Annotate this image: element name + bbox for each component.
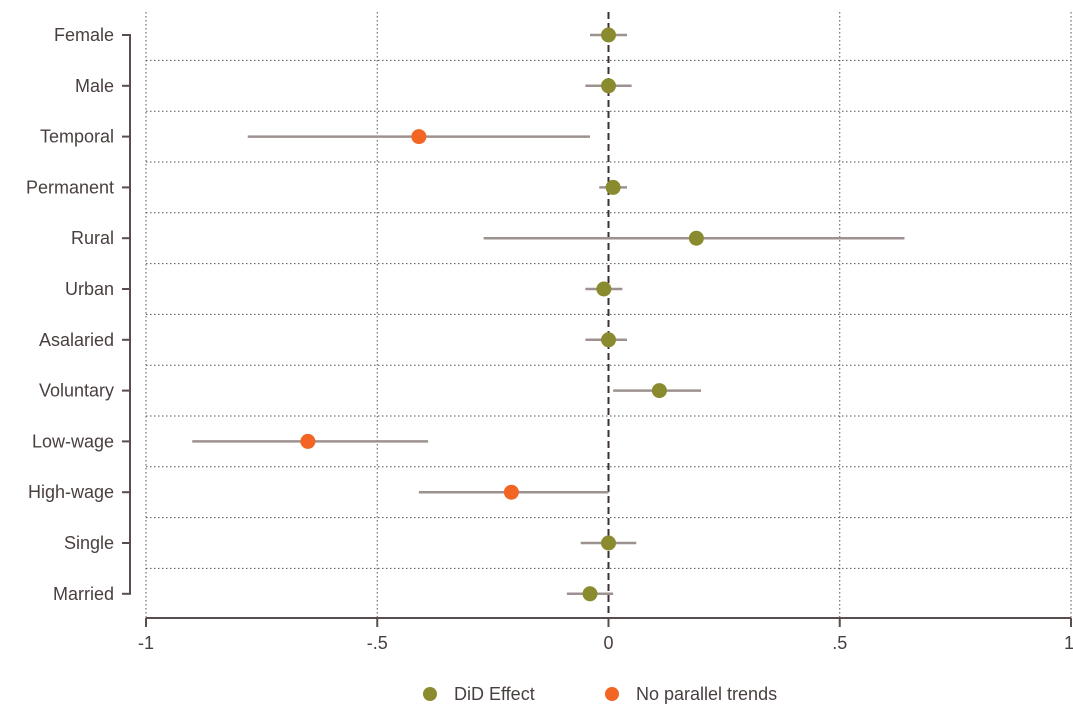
category-label: Urban (65, 279, 114, 299)
point-estimate (601, 332, 616, 348)
category-label: Female (54, 25, 114, 45)
point-estimate (651, 383, 667, 399)
grid-layer (145, 12, 1072, 618)
point-estimate (688, 230, 704, 246)
label-layer: -1 -.5 0 .5 1 Female Male Temporal Permanent Rura… (26, 25, 1073, 653)
x-tick-label: -.5 (367, 633, 388, 653)
category-label: Rural (71, 228, 114, 248)
legend: DiD Effect No parallel trends (423, 684, 777, 704)
point-estimate (582, 586, 598, 602)
category-label: Voluntary (39, 381, 114, 401)
x-tick-label: 1 (1064, 633, 1073, 653)
legend-marker (605, 687, 619, 701)
point-estimate (605, 179, 621, 195)
point-layer (300, 27, 704, 602)
point-estimate (601, 27, 616, 43)
legend-marker (423, 687, 437, 701)
axes-layer (122, 34, 1072, 627)
x-tick-label: -1 (138, 633, 154, 653)
category-label: Low-wage (32, 431, 114, 451)
x-tick-label: .5 (832, 633, 847, 653)
category-label: Temporal (40, 127, 114, 147)
category-label: Married (53, 584, 114, 604)
category-label: Single (64, 533, 114, 553)
point-estimate (601, 535, 616, 551)
category-label: High-wage (28, 482, 114, 502)
legend-label: No parallel trends (636, 684, 777, 704)
point-estimate (411, 129, 427, 145)
x-tick-label: 0 (603, 633, 613, 653)
category-label: Male (75, 76, 114, 96)
point-estimate (300, 433, 316, 449)
point-estimate (601, 78, 616, 94)
point-estimate (503, 484, 519, 500)
category-label: Permanent (26, 177, 114, 197)
category-label: Asalaried (39, 330, 114, 350)
legend-label: DiD Effect (454, 684, 535, 704)
point-estimate (596, 281, 612, 297)
